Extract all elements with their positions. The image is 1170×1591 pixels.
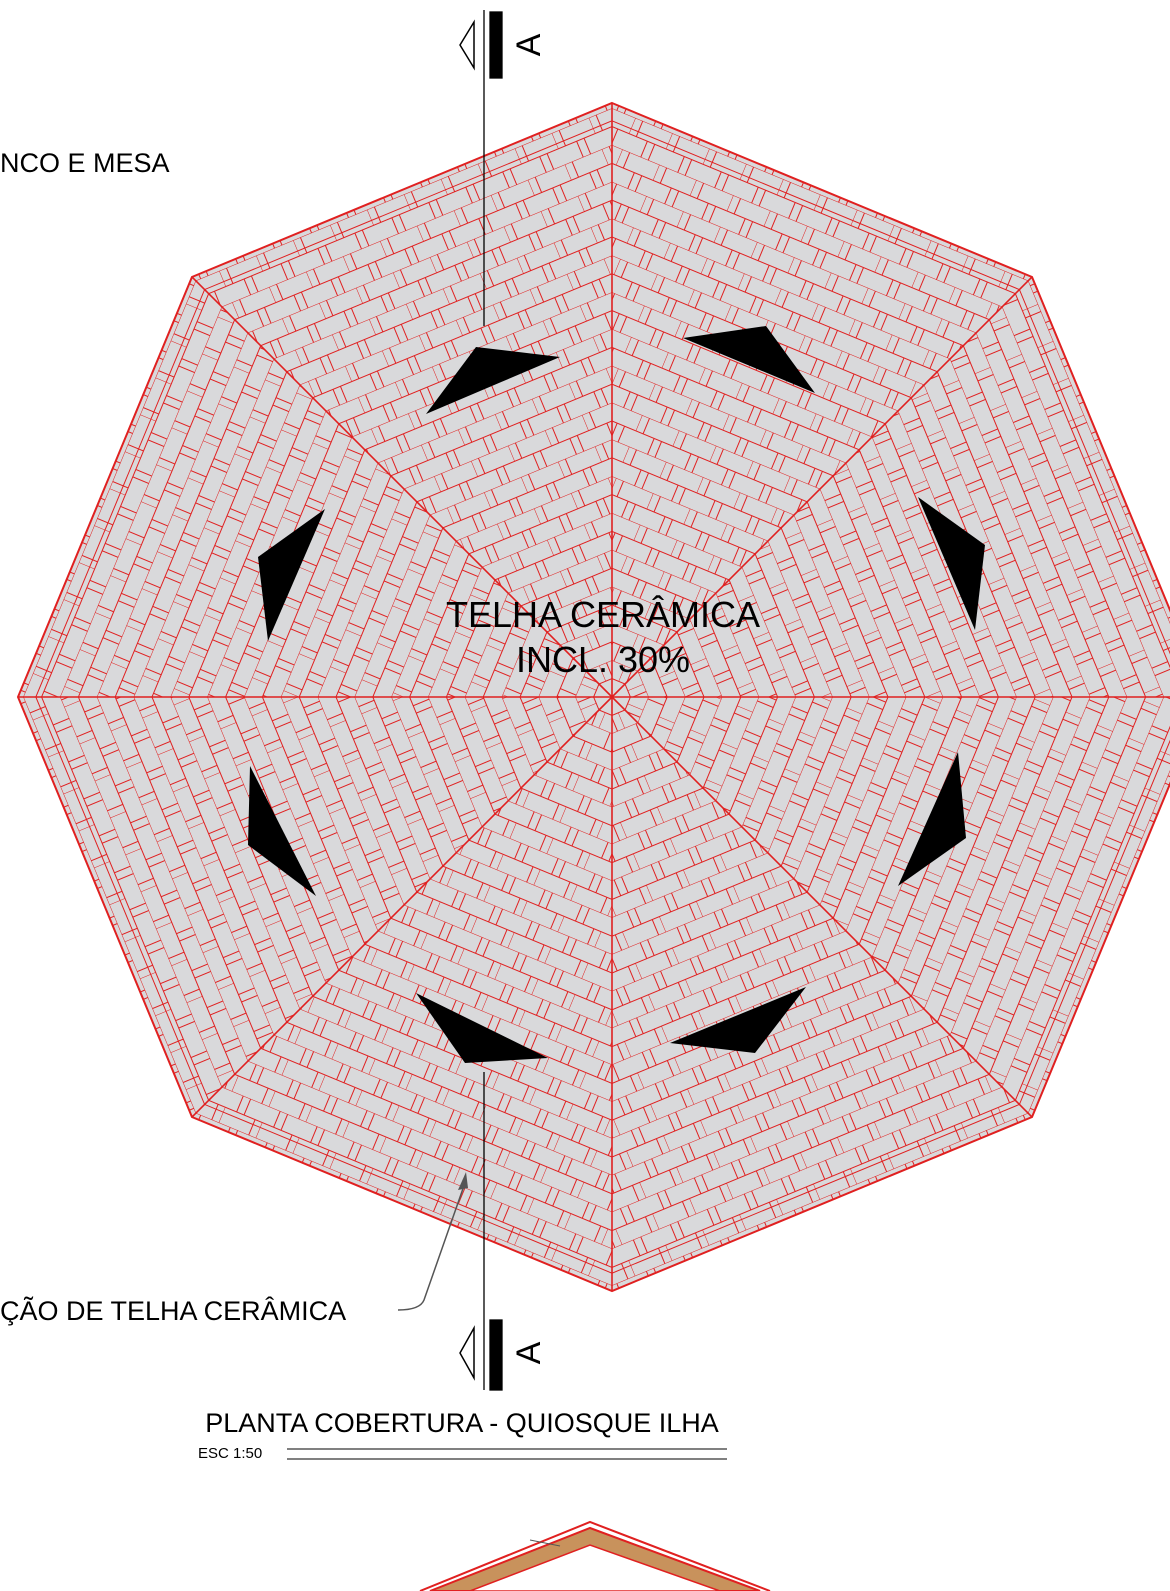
drawing-title: PLANTA COBERTURA - QUIOSQUE ILHA — [205, 1408, 719, 1438]
roof-label: INCL. 30% — [516, 639, 690, 680]
roof-plan — [18, 103, 1170, 1291]
section-label: A — [510, 33, 548, 56]
section-preview — [420, 1522, 770, 1591]
section-label: A — [510, 1341, 548, 1364]
roof-label: TELHA CERÂMICA — [446, 594, 760, 635]
note: NCO E MESA — [0, 148, 170, 178]
drawing-sheet: A A NCO E MESA ÇÃO DE TELHA CERÂMICA TEL… — [0, 0, 1170, 1591]
drawing-scale: ESC 1:50 — [198, 1445, 262, 1462]
page: A A NCO E MESA ÇÃO DE TELHA CERÂMICA TEL… — [0, 0, 1170, 1591]
note: ÇÃO DE TELHA CERÂMICA — [0, 1295, 346, 1326]
title-underline — [287, 1449, 727, 1459]
